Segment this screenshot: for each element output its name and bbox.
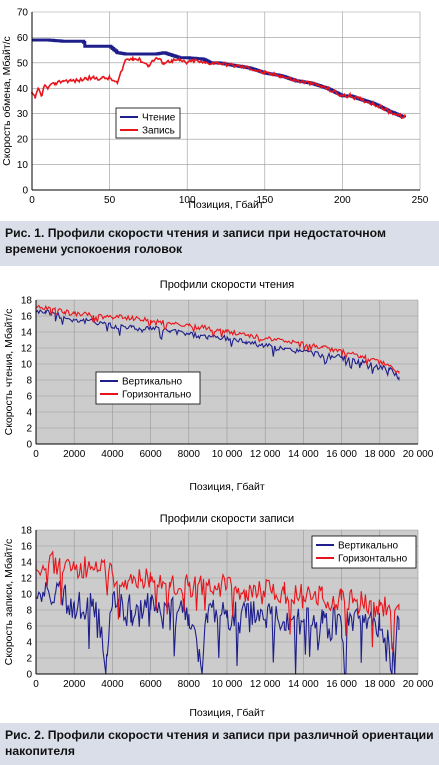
y-axis-label: Скорость записи, Мбайт/с (3, 539, 15, 666)
legend-label: Вертикально (338, 541, 398, 552)
figure-2-caption: Рис. 2. Профили скорости чтения и записи… (0, 723, 439, 765)
y-tick-label: 18 (21, 296, 33, 307)
y-tick-label: 12 (21, 344, 33, 355)
y-tick-label: 30 (17, 109, 29, 120)
x-axis-label: Позиция, Гбайт (189, 481, 265, 493)
x-tick-label: 0 (29, 195, 35, 206)
x-axis-label: Позиция, Гбайт (188, 199, 264, 211)
series-line-a (35, 581, 400, 675)
x-tick-label: 4000 (101, 449, 124, 460)
x-tick-label: 18 000 (365, 449, 396, 460)
x-tick-label: 20 000 (403, 679, 434, 690)
y-tick-label: 16 (21, 542, 33, 553)
y-tick-label: 6 (26, 392, 32, 403)
x-tick-label: 18 000 (365, 679, 396, 690)
legend-label: Запись (142, 126, 175, 137)
series-line-b (35, 304, 400, 374)
y-tick-label: 4 (26, 638, 32, 649)
x-tick-label: 12 000 (250, 679, 281, 690)
legend-label: Чтение (142, 113, 176, 124)
legend-box (115, 107, 181, 139)
x-tick-label: 2000 (63, 449, 86, 460)
legend-label: Вертикально (122, 377, 182, 388)
y-tick-label: 8 (26, 376, 32, 387)
y-tick-label: 14 (21, 558, 33, 569)
y-tick-label: 4 (26, 408, 32, 419)
x-tick-label: 6000 (139, 449, 162, 460)
legend-label: Горизонтально (122, 390, 192, 401)
y-tick-label: 10 (21, 590, 33, 601)
x-tick-label: 0 (33, 449, 39, 460)
x-axis-label: Позиция, Гбайт (189, 707, 265, 719)
chart-title: Профили скорости чтения (160, 279, 294, 291)
legend-label: Горизонтально (338, 554, 408, 565)
chart-2: 0 2 4 6 8 10 12 14 16 18 0 2000 4000 6000 8000 10 000 12… (3, 279, 434, 493)
y-axis-label: Скорость обмена, Мбайт/с (1, 36, 13, 166)
y-tick-label: 40 (17, 84, 29, 95)
x-tick-label: 6000 (139, 679, 162, 690)
plot-area (32, 12, 420, 190)
y-tick-label: 6 (26, 622, 32, 633)
y-tick-label: 10 (21, 360, 33, 371)
y-axis-label: Скорость чтения, Мбайт/с (3, 309, 15, 436)
y-tick-label: 60 (17, 33, 29, 44)
y-tick-label: 0 (22, 186, 28, 197)
y-tick-label: 70 (17, 8, 29, 19)
x-tick-label: 2000 (63, 679, 86, 690)
x-tick-label: 8000 (178, 679, 201, 690)
y-tick-label: 50 (17, 58, 29, 69)
y-tick-label: 18 (21, 526, 33, 537)
x-tick-label: 4000 (101, 679, 124, 690)
y-tick-label: 16 (21, 312, 33, 323)
x-tick-label: 150 (256, 195, 273, 206)
figure-1-caption: Рис. 1. Профили скорости чтения и записи… (0, 221, 439, 266)
y-tick-label: 8 (26, 606, 32, 617)
x-tick-label: 20 000 (403, 449, 434, 460)
x-tick-label: 250 (412, 195, 429, 206)
y-tick-label: 14 (21, 328, 33, 339)
x-tick-label: 16 000 (326, 679, 357, 690)
legend-box (311, 535, 417, 569)
y-tick-label: 0 (26, 440, 32, 451)
chart-title: Профили скорости записи (160, 513, 294, 525)
x-tick-label: 14 000 (288, 679, 319, 690)
series-line-b (31, 55, 406, 120)
y-tick-label: 0 (26, 670, 32, 681)
x-tick-label: 0 (33, 679, 39, 690)
y-tick-label: 2 (26, 654, 32, 665)
x-tick-label: 12 000 (250, 449, 281, 460)
y-tick-label: 10 (17, 160, 29, 171)
x-tick-label: 10 000 (212, 679, 243, 690)
x-tick-label: 200 (334, 195, 351, 206)
y-tick-label: 2 (26, 424, 32, 435)
series-line-b (35, 550, 400, 652)
y-tick-label: 12 (21, 574, 33, 585)
x-tick-label: 100 (179, 195, 196, 206)
x-tick-label: 8000 (178, 449, 201, 460)
x-tick-label: 14 000 (288, 449, 319, 460)
y-tick-label: 20 (17, 135, 29, 146)
x-tick-label: 16 000 (326, 449, 357, 460)
chart-1: 0 10 20 30 40 50 60 70 0 50 100 150 200 250 Позиция, Г… (1, 8, 429, 212)
legend-box (95, 371, 201, 405)
chart-3: 0 2 4 6 8 10 12 14 16 18 0 2000 4000 6000 8000 10 000 12… (3, 513, 434, 719)
x-tick-label: 50 (104, 195, 116, 206)
x-tick-label: 10 000 (212, 449, 243, 460)
